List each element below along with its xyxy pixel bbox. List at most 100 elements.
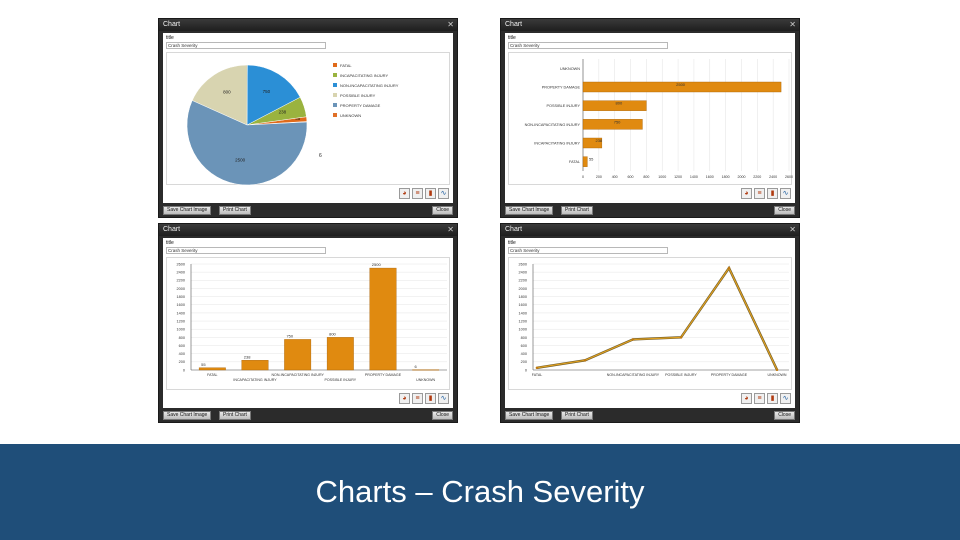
- bar: [326, 337, 354, 371]
- x-tick-label: UNKNOWN: [416, 378, 435, 382]
- bar-chart-icon[interactable]: ≡: [754, 188, 765, 199]
- y-tick-label: 600: [179, 344, 185, 348]
- bar-chart-icon[interactable]: ≡: [754, 393, 765, 404]
- line-chart-icon[interactable]: ∿: [780, 188, 791, 199]
- slide-title: Charts – Crash Severity: [315, 474, 645, 509]
- line-chart-icon[interactable]: ∿: [438, 393, 449, 404]
- legend-entry: POSSIBLE INJURY: [340, 93, 376, 98]
- pie-data-label: 800: [223, 90, 231, 95]
- y-tick-label: 400: [179, 352, 185, 356]
- window-footer: Save Chart Image Print Chart Close: [159, 409, 457, 422]
- window-title: Chart: [501, 224, 799, 236]
- bar-data-label: 238: [244, 354, 251, 359]
- series-line: [536, 266, 778, 371]
- x-tick-label: 1600: [706, 175, 714, 179]
- legend-swatch: [333, 63, 337, 67]
- chart-title-input[interactable]: Crash Severity: [508, 42, 668, 49]
- window-body: title Crash Severity 0 200 400 600 800 1000 12…: [505, 238, 795, 408]
- pie-chart: 65523875080025006FATALINCAPACITATING INJ…: [186, 63, 399, 186]
- pie-data-label: 238: [279, 110, 287, 115]
- close-button[interactable]: Close: [432, 411, 453, 420]
- x-tick-label: INCAPACITATING INJURY: [233, 378, 277, 382]
- bar: [369, 267, 397, 371]
- save-chart-image-button[interactable]: Save Chart Image: [163, 206, 212, 215]
- bar: [582, 100, 647, 111]
- y-tick-label: 2200: [519, 279, 527, 283]
- pie-chart-icon[interactable]: ◕: [741, 393, 752, 404]
- bar-data-label: 750: [286, 333, 293, 338]
- line-chart-icon[interactable]: ∿: [780, 393, 791, 404]
- y-tick-label: 1600: [177, 303, 185, 307]
- column-chart-icon[interactable]: ▮: [767, 393, 778, 404]
- bar-data-label: 800: [329, 331, 336, 336]
- series-line-shadow: [536, 265, 779, 371]
- y-tick-label: 1200: [177, 319, 185, 323]
- y-tick-label: UNKNOWN: [560, 67, 580, 71]
- close-icon[interactable]: ✕: [447, 20, 454, 29]
- close-icon[interactable]: ✕: [789, 20, 796, 29]
- window-footer: Save Chart Image Print Chart Close: [159, 204, 457, 217]
- bar-data-label: 2500: [676, 82, 686, 87]
- save-chart-image-button[interactable]: Save Chart Image: [163, 411, 212, 420]
- print-chart-button[interactable]: Print Chart: [219, 206, 251, 215]
- x-tick-label: 1800: [722, 175, 730, 179]
- bar-data-label: 55: [201, 362, 206, 367]
- y-tick-label: 600: [521, 344, 527, 348]
- column-chart-icon[interactable]: ▮: [425, 393, 436, 404]
- pie-chart-icon[interactable]: ◕: [741, 188, 752, 199]
- bar-chart-icon[interactable]: ≡: [412, 393, 423, 404]
- x-tick-label: 1000: [658, 175, 666, 179]
- legend-swatch: [333, 93, 337, 97]
- close-icon[interactable]: ✕: [789, 225, 796, 234]
- chart-type-toolbar: ◕ ≡ ▮ ∿: [399, 393, 449, 405]
- column-chart-icon[interactable]: ▮: [425, 188, 436, 199]
- save-chart-image-button[interactable]: Save Chart Image: [505, 206, 554, 215]
- pie-chart-icon[interactable]: ◕: [399, 393, 410, 404]
- line-chart-icon[interactable]: ∿: [438, 188, 449, 199]
- x-tick-label: 0: [582, 175, 584, 179]
- x-tick-label: PROPERTY DAMAGE: [711, 373, 748, 377]
- y-tick-label: 2000: [177, 287, 185, 291]
- legend-entry: INCAPACITATING INJURY: [340, 73, 388, 78]
- chart-plot-area: 65523875080025006FATALINCAPACITATING INJ…: [166, 52, 450, 186]
- x-tick-label: 2000: [737, 175, 745, 179]
- chart-type-toolbar: ◕ ≡ ▮ ∿: [741, 393, 791, 405]
- close-button[interactable]: Close: [432, 206, 453, 215]
- print-chart-button[interactable]: Print Chart: [561, 206, 593, 215]
- data-point: [631, 338, 635, 341]
- save-chart-image-button[interactable]: Save Chart Image: [505, 411, 554, 420]
- x-tick-label: FATAL: [207, 373, 217, 377]
- bar: [582, 156, 588, 167]
- legend-entry: NON-INCAPACITATING INJURY: [340, 83, 399, 88]
- column-chart-icon[interactable]: ▮: [767, 188, 778, 199]
- x-tick-label: POSSIBLE INJURY: [665, 373, 697, 377]
- title-field-label: title: [166, 35, 174, 41]
- bar: [582, 137, 603, 149]
- bar-data-label: 6: [414, 364, 417, 369]
- chart-title-input[interactable]: Crash Severity: [166, 247, 326, 254]
- pie-slice: [246, 64, 301, 126]
- chart-window-bar-vertical: Chart ✕ title Crash Severity 0 200 400 600 8…: [158, 223, 458, 423]
- close-icon[interactable]: ✕: [447, 225, 454, 234]
- y-tick-label: INCAPACITATING INJURY: [534, 142, 580, 146]
- y-tick-label: 2400: [177, 271, 185, 275]
- close-button[interactable]: Close: [774, 411, 795, 420]
- y-tick-label: 1600: [519, 303, 527, 307]
- data-point: [679, 336, 683, 339]
- y-tick-label: 1400: [177, 311, 185, 315]
- print-chart-button[interactable]: Print Chart: [219, 411, 251, 420]
- title-banner: [0, 444, 960, 540]
- x-tick-label: UNKNOWN: [768, 373, 787, 377]
- chart-title-input[interactable]: Crash Severity: [508, 247, 668, 254]
- chart-title-input[interactable]: Crash Severity: [166, 42, 326, 49]
- window-body: title Crash Severity 0 200 400 600 800 1000 12…: [505, 33, 795, 203]
- pie-chart-icon[interactable]: ◕: [399, 188, 410, 199]
- title-field-label: title: [166, 240, 174, 246]
- x-tick-label: POSSIBLE INJURY: [324, 378, 356, 382]
- y-tick-label: 1000: [519, 328, 527, 332]
- print-chart-button[interactable]: Print Chart: [561, 411, 593, 420]
- bar-chart-icon[interactable]: ≡: [412, 188, 423, 199]
- chart-type-toolbar: ◕ ≡ ▮ ∿: [741, 188, 791, 200]
- close-button[interactable]: Close: [774, 206, 795, 215]
